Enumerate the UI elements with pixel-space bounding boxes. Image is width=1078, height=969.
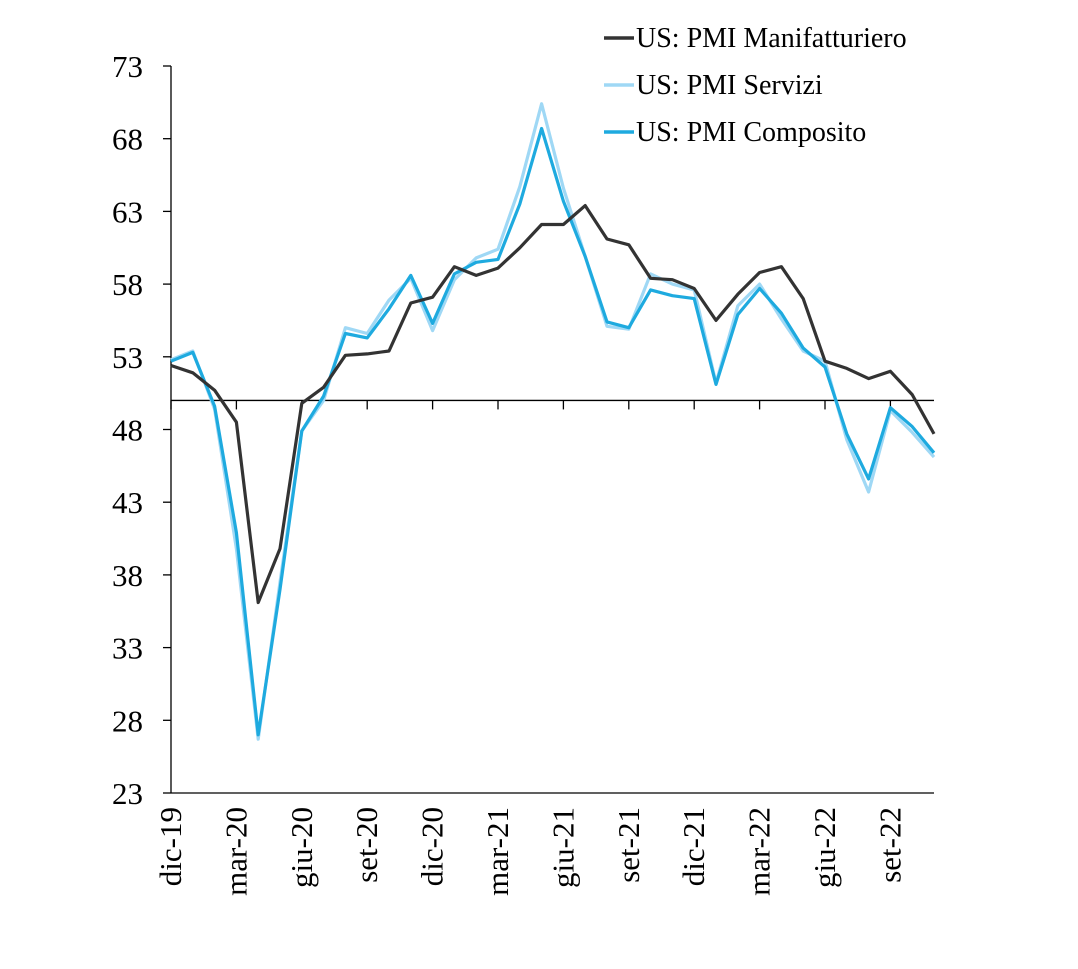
- y-tick-label: 53: [112, 340, 143, 375]
- y-tick-label: 28: [112, 703, 143, 738]
- series-lines: [170, 102, 936, 741]
- x-tick-label: dic-19: [153, 807, 188, 886]
- y-tick-label: 33: [112, 631, 143, 666]
- axes: [170, 66, 934, 794]
- x-tick-label: set-20: [349, 807, 384, 883]
- y-tick-label: 38: [112, 558, 143, 593]
- legend-label: US: PMI Composito: [636, 117, 866, 148]
- x-tick-label: dic-20: [415, 807, 450, 886]
- series-line-1: [170, 102, 936, 741]
- x-tick-label: mar-21: [480, 807, 515, 896]
- y-tick-label: 68: [112, 122, 143, 157]
- y-tick-label: 73: [112, 49, 143, 84]
- legend: US: PMI Manifatturiero US: PMI Servizi US:…: [604, 23, 907, 148]
- y-tick-label: 58: [112, 267, 143, 302]
- x-axis-ticks: dic-19 mar-20 giu-20 set-20 dic-20 mar-21 giu-…: [153, 400, 907, 896]
- legend-label: US: PMI Manifatturiero: [636, 23, 907, 54]
- x-tick-label: set-22: [872, 807, 907, 883]
- x-tick-label: giu-21: [545, 807, 580, 888]
- x-tick-label: giu-20: [284, 807, 319, 888]
- x-tick-label: set-21: [611, 807, 646, 883]
- x-tick-label: dic-21: [676, 807, 711, 886]
- y-tick-label: 48: [112, 413, 143, 448]
- y-axis-ticks: 23 28 33 38 43 48 53 58 63 68 73: [112, 49, 171, 811]
- x-tick-label: giu-22: [807, 807, 842, 888]
- x-tick-label: mar-20: [218, 807, 253, 896]
- series-line-2: [170, 126, 936, 737]
- legend-label: US: PMI Servizi: [636, 70, 823, 101]
- y-tick-label: 43: [112, 485, 143, 520]
- y-tick-label: 63: [112, 194, 143, 229]
- y-tick-label: 23: [112, 776, 143, 811]
- series-line-0: [170, 204, 936, 605]
- x-tick-label: mar-22: [742, 807, 777, 896]
